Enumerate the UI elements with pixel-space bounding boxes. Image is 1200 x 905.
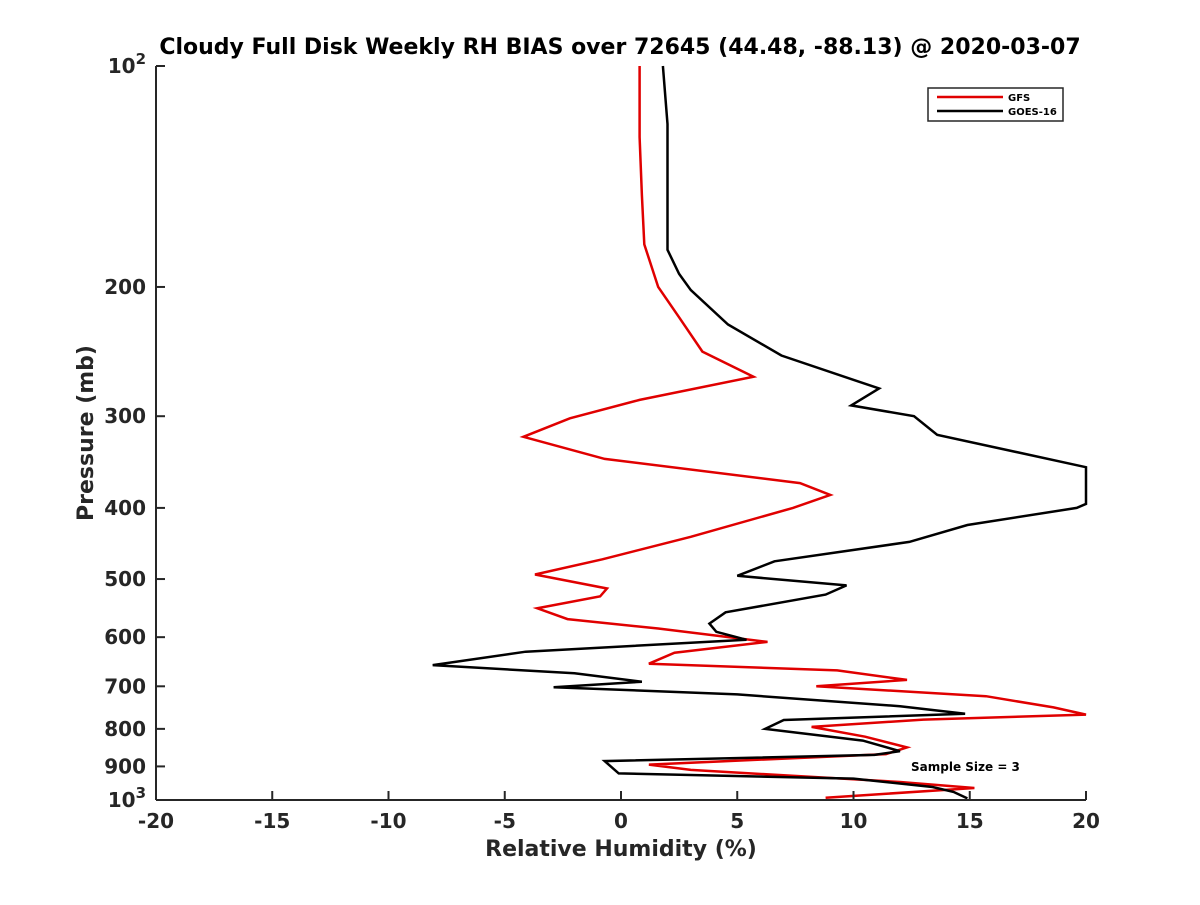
legend-box xyxy=(927,87,1064,122)
y-tick-label: 600 xyxy=(104,625,146,649)
x-tick-label: 0 xyxy=(614,809,628,833)
x-tick-label: 5 xyxy=(730,809,744,833)
legend-label-gfs: GFS xyxy=(1008,93,1030,104)
y-tick-label: 900 xyxy=(104,754,146,778)
y-tick-label: 400 xyxy=(104,496,146,520)
y-tick-label: 800 xyxy=(104,717,146,741)
y-tick-label: 200 xyxy=(104,275,146,299)
legend: GFS GOES-16 xyxy=(927,87,1064,122)
x-tick-label: -20 xyxy=(138,809,174,833)
legend-label-goes16: GOES-16 xyxy=(1008,107,1057,118)
y-tick-label: 102 xyxy=(108,50,146,78)
x-axis-label: Relative Humidity (%) xyxy=(485,837,757,862)
series-line-goes16 xyxy=(432,65,1088,800)
x-tick-label: -15 xyxy=(254,809,290,833)
x-tick-label: 20 xyxy=(1072,809,1100,833)
series-line-gfs xyxy=(519,66,1087,800)
y-axis-label: Pressure (mb) xyxy=(74,345,99,521)
y-tick-label: 700 xyxy=(104,674,146,698)
x-tick-label: -10 xyxy=(370,809,406,833)
x-tick-label: 10 xyxy=(840,809,868,833)
sample-size-annotation: Sample Size = 3 xyxy=(911,760,1020,774)
y-tick-label: 500 xyxy=(104,567,146,591)
x-tick-label: -5 xyxy=(494,809,516,833)
series-layer xyxy=(432,65,1088,800)
x-ticks: -20 -15 -10 -5 0 5 10 15 20 xyxy=(138,791,1100,833)
y-ticks: 102 200 300 400 500 600 700 800 900 103 xyxy=(104,50,165,812)
y-tick-label: 103 xyxy=(108,784,146,812)
y-tick-label: 300 xyxy=(104,404,146,428)
x-tick-label: 15 xyxy=(956,809,984,833)
chart-title: Cloudy Full Disk Weekly RH BIAS over 726… xyxy=(159,35,1080,60)
